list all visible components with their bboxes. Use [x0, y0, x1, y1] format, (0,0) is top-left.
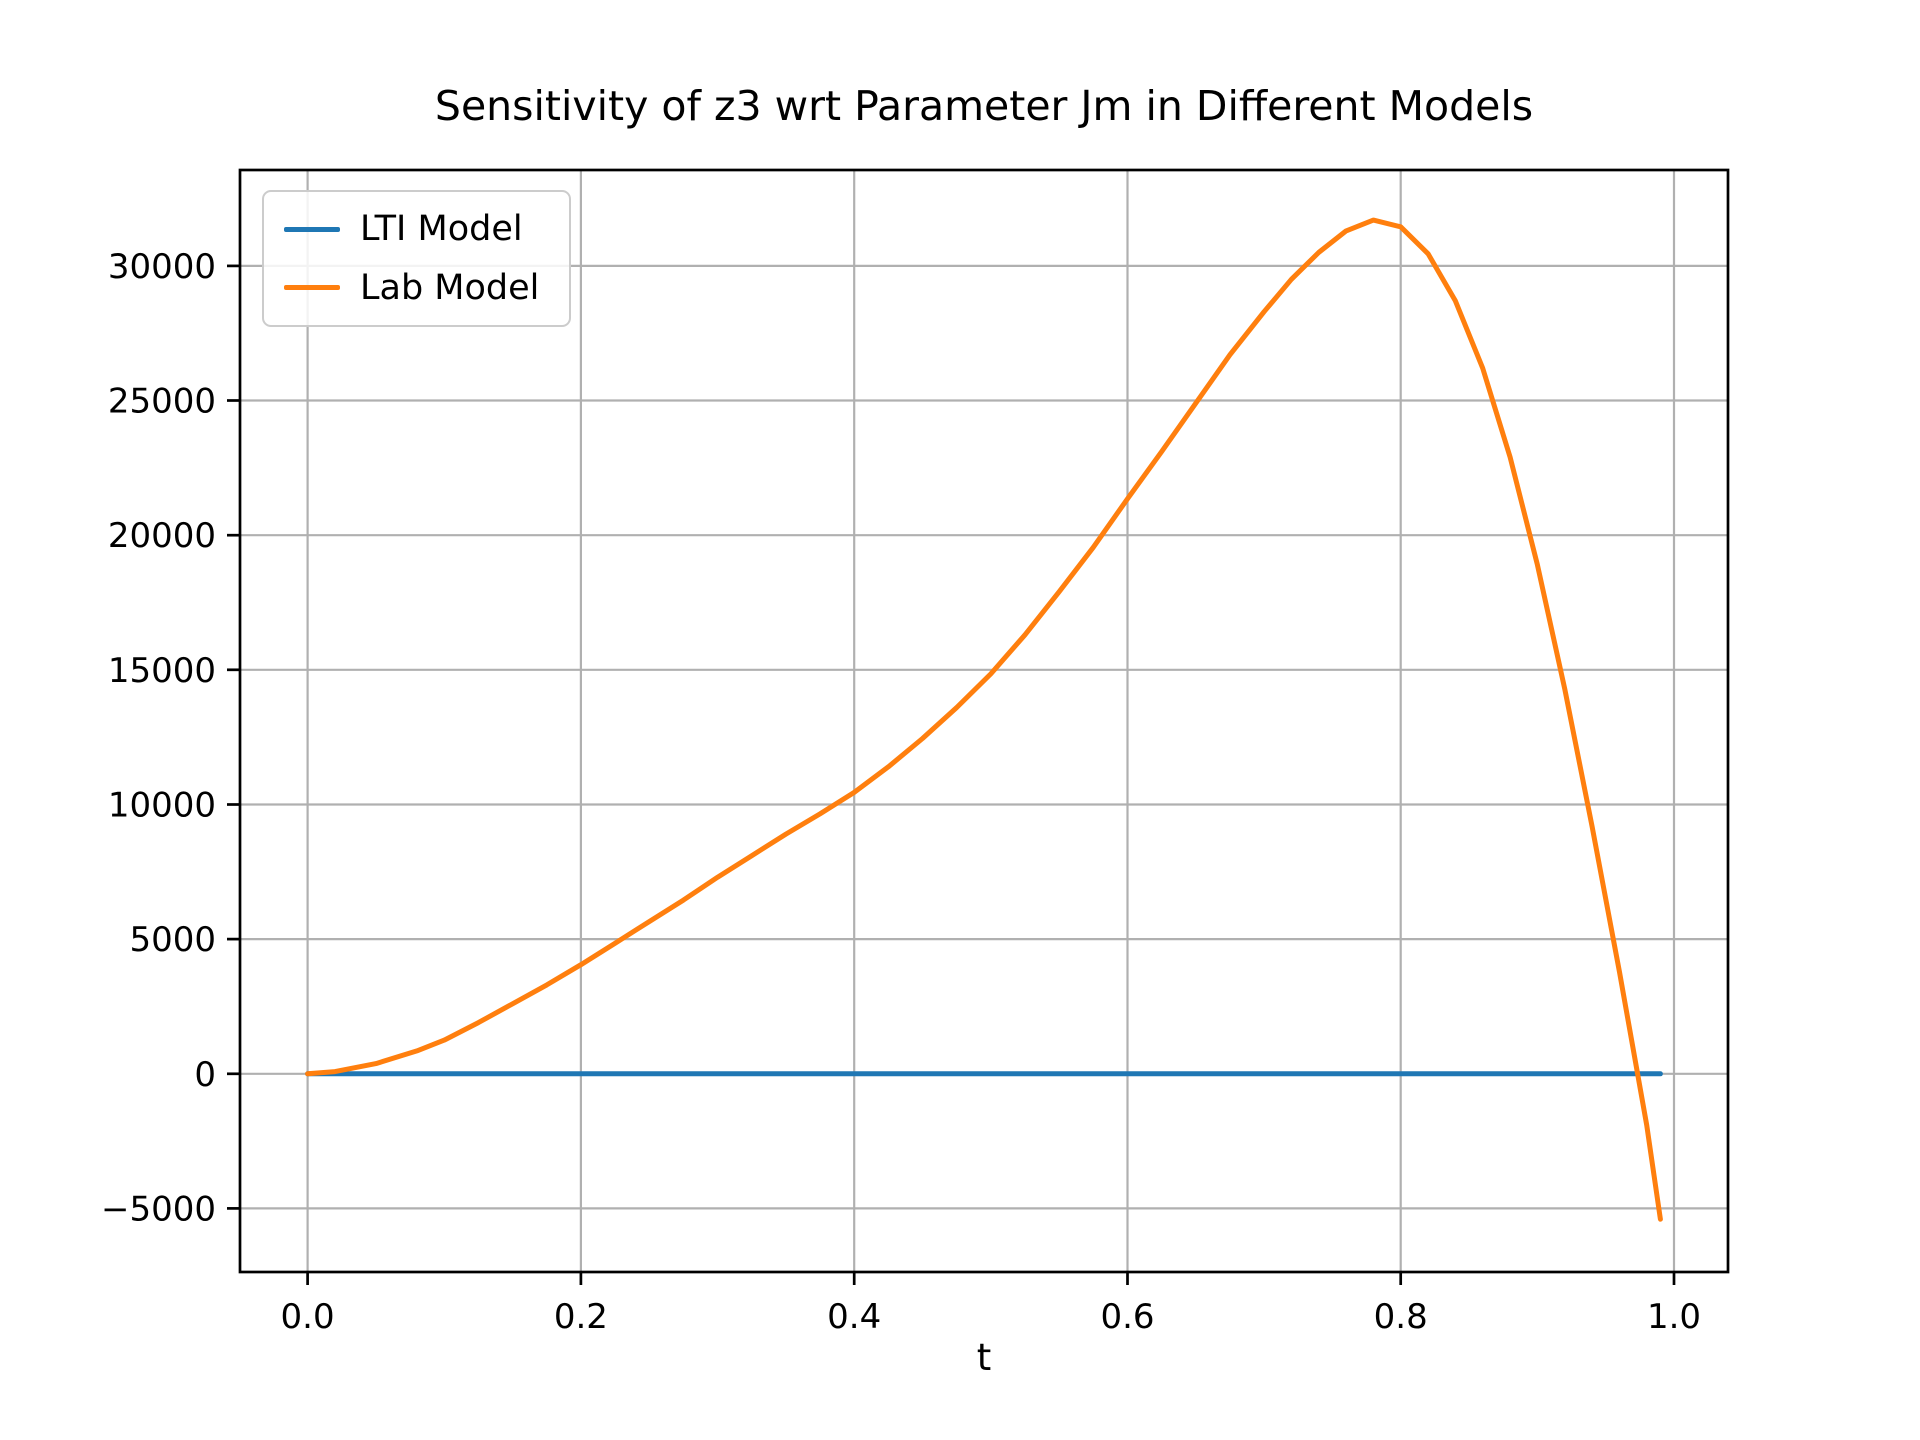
y-tick-label: 25000 — [108, 382, 216, 422]
series-line-1 — [305, 217, 1663, 1222]
legend-line-swatch-lti — [284, 226, 340, 232]
x-tick-label: 1.0 — [1647, 1297, 1701, 1337]
y-tick-label: 0 — [194, 1055, 216, 1095]
y-tick-label: 15000 — [108, 651, 216, 691]
y-tick-label: 5000 — [129, 920, 216, 960]
legend-entry-lti-model: LTI Model — [284, 210, 539, 249]
x-tick-label: 0.0 — [281, 1297, 335, 1337]
legend-line-swatch-lab — [284, 285, 340, 291]
chart-title: Sensitivity of z3 wrt Parameter Jm in Di… — [434, 82, 1534, 130]
y-tick-label: −5000 — [101, 1189, 216, 1229]
axes-frame — [238, 168, 1730, 1274]
legend: LTI Model Lab Model — [262, 190, 572, 327]
legend-label-lti: LTI Model — [360, 209, 523, 249]
legend-entry-lab-model: Lab Model — [284, 267, 540, 308]
x-axis-label: t — [976, 1336, 992, 1379]
x-tick-label: 0.6 — [1100, 1297, 1154, 1337]
y-tick-label: 10000 — [108, 786, 216, 826]
x-tick-label: 0.8 — [1374, 1297, 1428, 1337]
legend-label-lab: Lab Model — [360, 267, 540, 308]
y-tick-label: 30000 — [108, 247, 216, 287]
x-tick-label: 0.4 — [827, 1297, 881, 1337]
y-tick-label: 20000 — [108, 516, 216, 556]
x-tick-label: 0.2 — [554, 1297, 608, 1337]
